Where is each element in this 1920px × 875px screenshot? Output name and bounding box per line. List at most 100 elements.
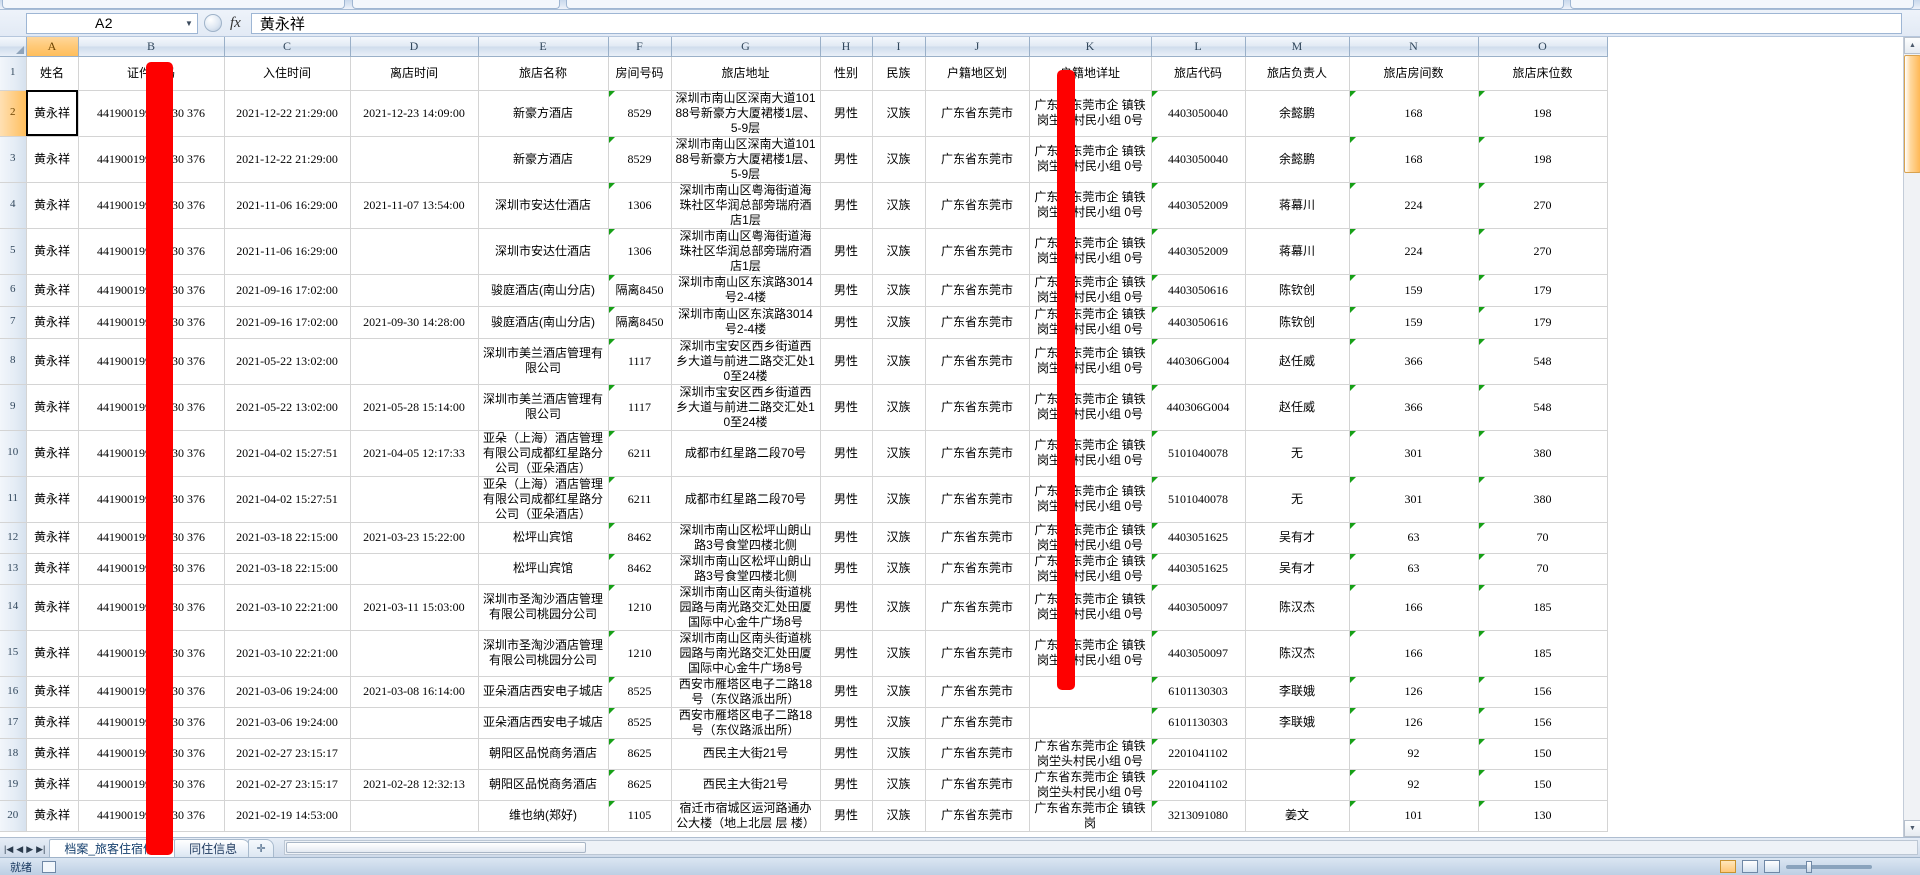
cell-household-address[interactable]: 广东省东莞市企 镇铁岗坣头村民小组 0号 <box>1029 136 1152 183</box>
cell-household-address[interactable]: 广东省东莞市企 镇铁岗坣头村民小组 0号 <box>1029 182 1152 229</box>
cell-hotel-address[interactable]: 深圳市南山区东滨路3014号2-4楼 <box>671 274 821 307</box>
cell-rooms-count[interactable]: 92 <box>1349 769 1479 801</box>
cell-name[interactable]: 黄永祥 <box>26 769 79 801</box>
cell-household-address[interactable]: 广东省东莞市企 镇铁岗坣头村民小组 0号 <box>1029 584 1152 631</box>
cell-gender[interactable]: 男性 <box>820 769 873 801</box>
row-header-1[interactable]: 1 <box>0 56 27 91</box>
column-header-C[interactable]: C <box>224 37 351 57</box>
cell-checkin[interactable]: 2021-03-10 22:21:00 <box>224 630 351 677</box>
cell-household-region[interactable]: 广东省东莞市 <box>925 522 1030 554</box>
cell-id-number[interactable]: 441900199 00930 376 <box>78 769 225 801</box>
cell-hotel[interactable]: 深圳市圣淘沙酒店管理有限公司桃园分公司 <box>478 630 609 677</box>
cell-gender[interactable]: 男性 <box>820 182 873 229</box>
expand-formula-bar-icon[interactable] <box>204 14 222 32</box>
cell-checkin[interactable]: 2021-09-16 17:02:00 <box>224 274 351 307</box>
cell-checkout[interactable] <box>350 707 479 739</box>
cell-gender[interactable]: 男性 <box>820 228 873 275</box>
cell-name[interactable]: 黄永祥 <box>26 800 79 832</box>
scroll-down-icon[interactable]: ▼ <box>1904 820 1920 837</box>
cell-checkout[interactable]: 2021-03-23 15:22:00 <box>350 522 479 554</box>
cell-hotel-address[interactable]: 西民主大街21号 <box>671 738 821 770</box>
prev-sheet-icon[interactable]: ◀ <box>16 844 24 854</box>
cell-hotel-manager[interactable]: 余懿鹏 <box>1245 90 1350 137</box>
cell-id-number[interactable]: 441900199 00930 376 <box>78 338 225 385</box>
cell-household-address[interactable]: 广东省东莞市企 镇铁岗坣头村民小组 0号 <box>1029 90 1152 137</box>
new-sheet-icon[interactable]: ✛ <box>248 839 275 857</box>
cell-hotel-manager[interactable]: 陈汉杰 <box>1245 584 1350 631</box>
cell-checkin[interactable]: 2021-09-16 17:02:00 <box>224 306 351 339</box>
cell-hotel-address[interactable]: 深圳市南山区南头街道桃园路与南光路交汇处田厦国际中心金牛广场8号 <box>671 630 821 677</box>
cell-household-region[interactable]: 广东省东莞市 <box>925 738 1030 770</box>
cell-ethnicity[interactable]: 汉族 <box>872 738 926 770</box>
view-page-break-icon[interactable] <box>1764 860 1780 873</box>
cell-room[interactable]: 8625 <box>608 769 672 801</box>
cell-room[interactable]: 1105 <box>608 800 672 832</box>
cell-name[interactable]: 黄永祥 <box>26 738 79 770</box>
cell-name[interactable]: 黄永祥 <box>26 384 79 431</box>
cell-name[interactable]: 黄永祥 <box>26 136 79 183</box>
row-header-12[interactable]: 12 <box>0 522 27 554</box>
cell-hotel-address[interactable]: 深圳市南山区粤海街道海珠社区华润总部旁瑞府酒店1层 <box>671 228 821 275</box>
cell-gender[interactable]: 男性 <box>820 476 873 523</box>
cell-hotel-address[interactable]: 西民主大街21号 <box>671 769 821 801</box>
header-cell-gender[interactable]: 性别 <box>820 56 873 91</box>
cell-id-number[interactable]: 441900199 00930 376 <box>78 707 225 739</box>
cell-hotel-manager[interactable]: 陈钦创 <box>1245 306 1350 339</box>
column-header-O[interactable]: O <box>1478 37 1608 57</box>
cell-hotel-code[interactable]: 4403050040 <box>1151 90 1246 137</box>
header-cell-hotel[interactable]: 旅店名称 <box>478 56 609 91</box>
cell-hotel-manager[interactable]: 李联娥 <box>1245 676 1350 708</box>
cell-beds-count[interactable]: 380 <box>1478 476 1608 523</box>
row-header-17[interactable]: 17 <box>0 707 27 739</box>
cell-beds-count[interactable]: 270 <box>1478 182 1608 229</box>
header-cell-hotel-manager[interactable]: 旅店负责人 <box>1245 56 1350 91</box>
cell-beds-count[interactable]: 150 <box>1478 769 1608 801</box>
cell-rooms-count[interactable]: 224 <box>1349 228 1479 275</box>
cell-household-address[interactable]: 广东省东莞市企 镇铁岗坣头村民小组 0号 <box>1029 228 1152 275</box>
cell-ethnicity[interactable]: 汉族 <box>872 182 926 229</box>
cell-gender[interactable]: 男性 <box>820 90 873 137</box>
cell-hotel-code[interactable]: 6101130303 <box>1151 676 1246 708</box>
row-header-4[interactable]: 4 <box>0 182 27 229</box>
view-normal-icon[interactable] <box>1720 860 1736 873</box>
cell-checkin[interactable]: 2021-04-02 15:27:51 <box>224 430 351 477</box>
cell-hotel[interactable]: 新豪方酒店 <box>478 136 609 183</box>
cell-rooms-count[interactable]: 63 <box>1349 522 1479 554</box>
cell-rooms-count[interactable]: 366 <box>1349 338 1479 385</box>
cell-checkout[interactable] <box>350 228 479 275</box>
cell-room[interactable]: 6211 <box>608 430 672 477</box>
cell-household-region[interactable]: 广东省东莞市 <box>925 769 1030 801</box>
formula-input[interactable]: 黄永祥 <box>250 12 1902 34</box>
header-cell-name[interactable]: 姓名 <box>26 56 79 91</box>
cell-household-region[interactable]: 广东省东莞市 <box>925 430 1030 477</box>
cell-hotel[interactable]: 松坪山宾馆 <box>478 553 609 585</box>
cell-gender[interactable]: 男性 <box>820 676 873 708</box>
row-header-18[interactable]: 18 <box>0 738 27 770</box>
cell-household-region[interactable]: 广东省东莞市 <box>925 274 1030 307</box>
cell-ethnicity[interactable]: 汉族 <box>872 274 926 307</box>
cell-checkin[interactable]: 2021-11-06 16:29:00 <box>224 182 351 229</box>
cell-name[interactable]: 黄永祥 <box>26 476 79 523</box>
cell-room[interactable]: 1117 <box>608 338 672 385</box>
cell-room[interactable]: 8625 <box>608 738 672 770</box>
cell-id-number[interactable]: 441900199 00930 376 <box>78 630 225 677</box>
cell-checkin[interactable]: 2021-12-22 21:29:00 <box>224 90 351 137</box>
cell-beds-count[interactable]: 548 <box>1478 384 1608 431</box>
cell-ethnicity[interactable]: 汉族 <box>872 584 926 631</box>
column-header-K[interactable]: K <box>1029 37 1152 57</box>
cell-checkout[interactable] <box>350 553 479 585</box>
cell-household-address[interactable]: 广东省东莞市企 镇铁岗坣头村民小组 0号 <box>1029 553 1152 585</box>
spreadsheet-grid[interactable]: A B C D E F G H I J K L M N O <box>0 37 1920 837</box>
cell-hotel-code[interactable]: 3213091080 <box>1151 800 1246 832</box>
cell-checkin[interactable]: 2021-03-18 22:15:00 <box>224 553 351 585</box>
cell-rooms-count[interactable]: 92 <box>1349 738 1479 770</box>
cell-hotel-manager[interactable]: 无 <box>1245 476 1350 523</box>
cell-ethnicity[interactable]: 汉族 <box>872 430 926 477</box>
zoom-slider-knob[interactable] <box>1806 860 1812 873</box>
cell-rooms-count[interactable]: 366 <box>1349 384 1479 431</box>
row-header-9[interactable]: 9 <box>0 384 27 431</box>
header-cell-household-address[interactable]: 户籍地详址 <box>1029 56 1152 91</box>
cell-hotel-address[interactable]: 深圳市南山区粤海街道海珠社区华润总部旁瑞府酒店1层 <box>671 182 821 229</box>
cell-hotel-manager[interactable]: 赵任威 <box>1245 338 1350 385</box>
cell-ethnicity[interactable]: 汉族 <box>872 553 926 585</box>
